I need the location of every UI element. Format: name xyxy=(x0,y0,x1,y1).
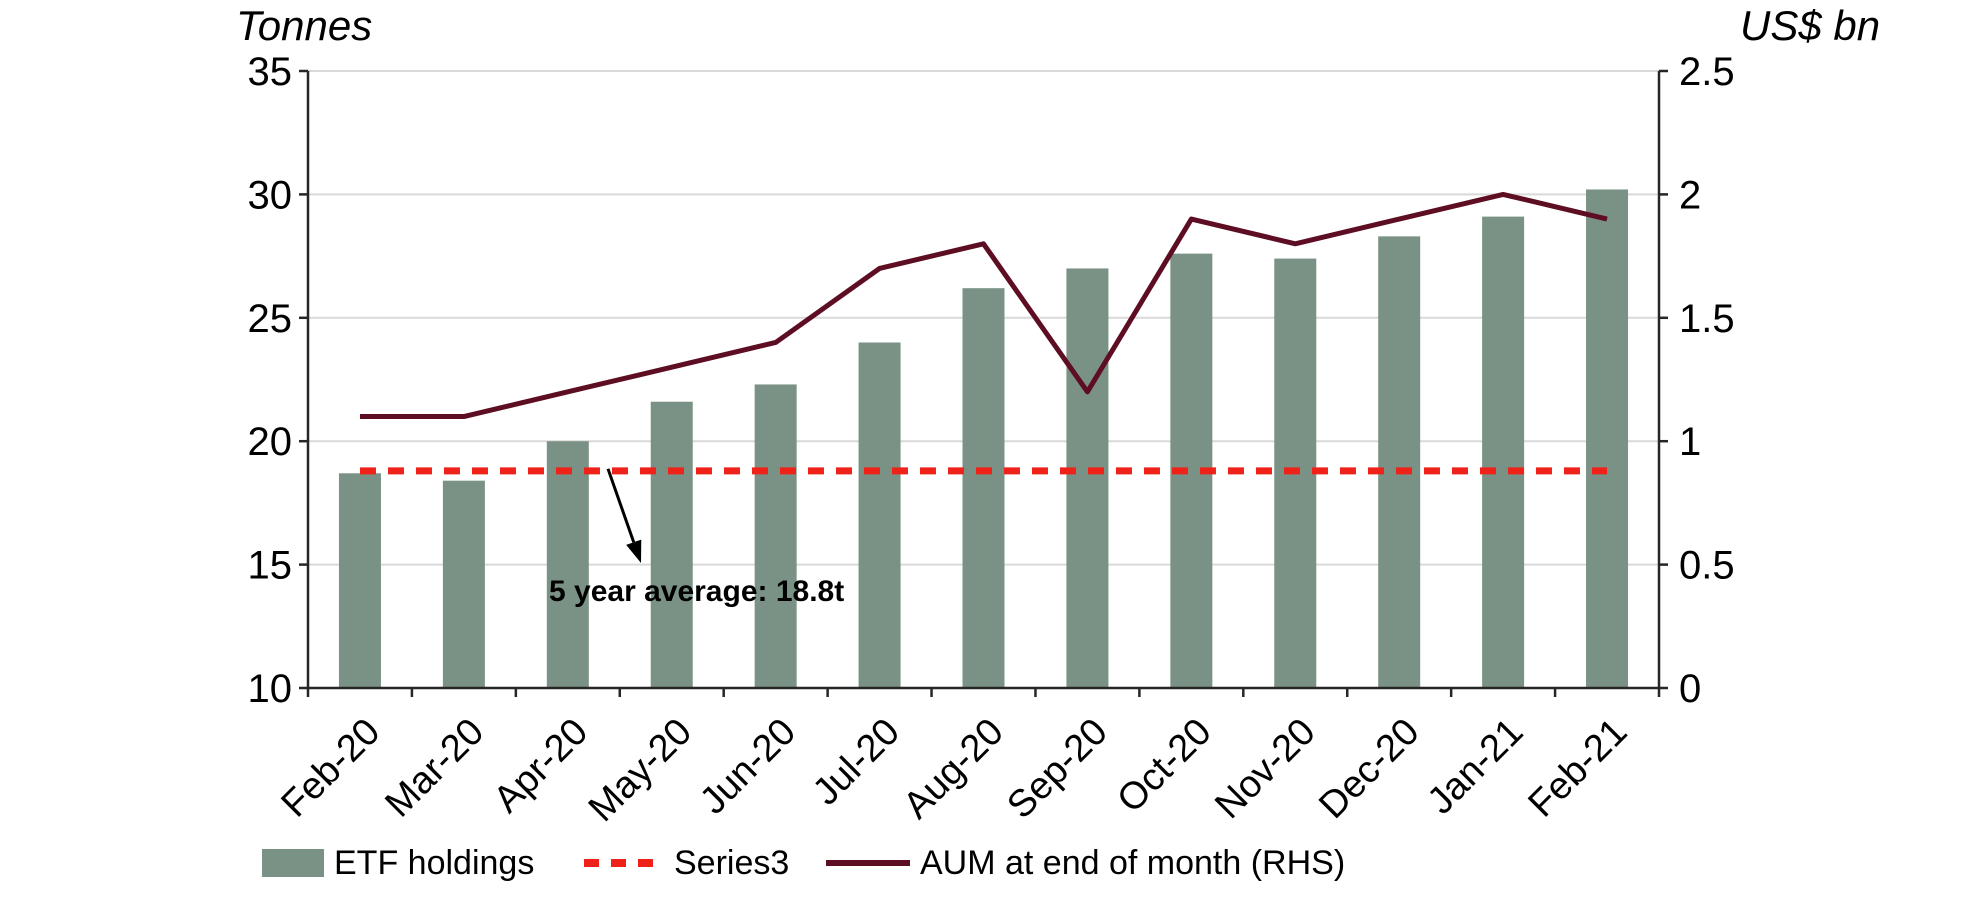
legend: ETF holdings Series3 AUM at end of month… xyxy=(0,841,1966,885)
right-axis-title: US$ bn xyxy=(1740,2,1881,49)
x-tick-label-May-20: May-20 xyxy=(581,711,700,830)
left-axis-title: Tonnes xyxy=(236,2,373,49)
bar-Dec-20 xyxy=(1378,236,1421,688)
legend-label-etf-holdings: ETF holdings xyxy=(334,843,535,882)
legend-item-aum: AUM at end of month (RHS) xyxy=(826,841,1345,885)
x-tick-label-Oct-20: Oct-20 xyxy=(1109,711,1219,821)
bar-Jan-21 xyxy=(1482,216,1525,688)
bar-Feb-20 xyxy=(338,473,381,688)
bar-Sep-20 xyxy=(1066,268,1109,688)
bar-May-20 xyxy=(650,401,693,688)
legend-swatch-bar xyxy=(262,849,324,877)
bar-Aug-20 xyxy=(962,288,1005,688)
annotation-arrow xyxy=(606,468,642,563)
right-tick-label: 0 xyxy=(1679,667,1701,711)
annotation-label: 5 year average: 18.8t xyxy=(549,575,845,608)
bar-Jun-20 xyxy=(754,384,797,688)
x-tick-label-Jul-20: Jul-20 xyxy=(805,711,908,814)
right-tick-label: 1.5 xyxy=(1679,297,1735,341)
bar-Apr-20 xyxy=(546,441,589,688)
left-tick-label: 20 xyxy=(248,420,293,464)
bar-Jul-20 xyxy=(858,342,901,688)
legend-label-series3: Series3 xyxy=(674,843,790,882)
x-tick-label-Jan-21: Jan-21 xyxy=(1420,711,1532,823)
x-tick-label-Aug-20: Aug-20 xyxy=(896,711,1012,827)
left-tick-label: 30 xyxy=(248,173,293,217)
x-tick-label-Mar-20: Mar-20 xyxy=(377,711,492,826)
left-tick-label: 25 xyxy=(248,297,293,341)
bar-Feb-21 xyxy=(1586,189,1629,689)
bar-Mar-20 xyxy=(442,480,485,688)
x-tick-label-Dec-20: Dec-20 xyxy=(1311,711,1427,827)
legend-item-series3: Series3 xyxy=(584,841,789,885)
y-right-tick-labels: 2.5 2 1.5 1 0.5 0 xyxy=(1679,50,1735,711)
y-left-tick-labels: 35 30 25 20 15 10 xyxy=(248,50,293,711)
right-tick-label: 1 xyxy=(1679,420,1701,464)
x-tick-label-Apr-20: Apr-20 xyxy=(486,711,596,821)
x-tick-label-Nov-20: Nov-20 xyxy=(1207,711,1323,827)
left-tick-label: 15 xyxy=(248,544,293,588)
x-tick-label-Jun-20: Jun-20 xyxy=(692,711,804,823)
left-tick-label: 35 xyxy=(248,50,293,94)
x-tick-label-Feb-21: Feb-21 xyxy=(1521,711,1636,826)
right-tick-label: 2 xyxy=(1679,173,1701,217)
legend-swatch-solid-line xyxy=(826,860,910,866)
legend-swatch-dashed-line xyxy=(584,859,664,867)
aum-line xyxy=(359,191,1608,420)
bars xyxy=(338,189,1629,689)
legend-label-aum: AUM at end of month (RHS) xyxy=(920,843,1346,882)
right-tick-label: 0.5 xyxy=(1679,544,1735,588)
x-tick-label-Feb-20: Feb-20 xyxy=(273,711,388,826)
left-tick-label: 10 xyxy=(248,667,293,711)
right-tick-label: 2.5 xyxy=(1679,50,1735,94)
axes xyxy=(299,69,1668,697)
legend-item-etf-holdings: ETF holdings xyxy=(262,841,534,885)
x-tick-label-Sep-20: Sep-20 xyxy=(999,711,1115,827)
